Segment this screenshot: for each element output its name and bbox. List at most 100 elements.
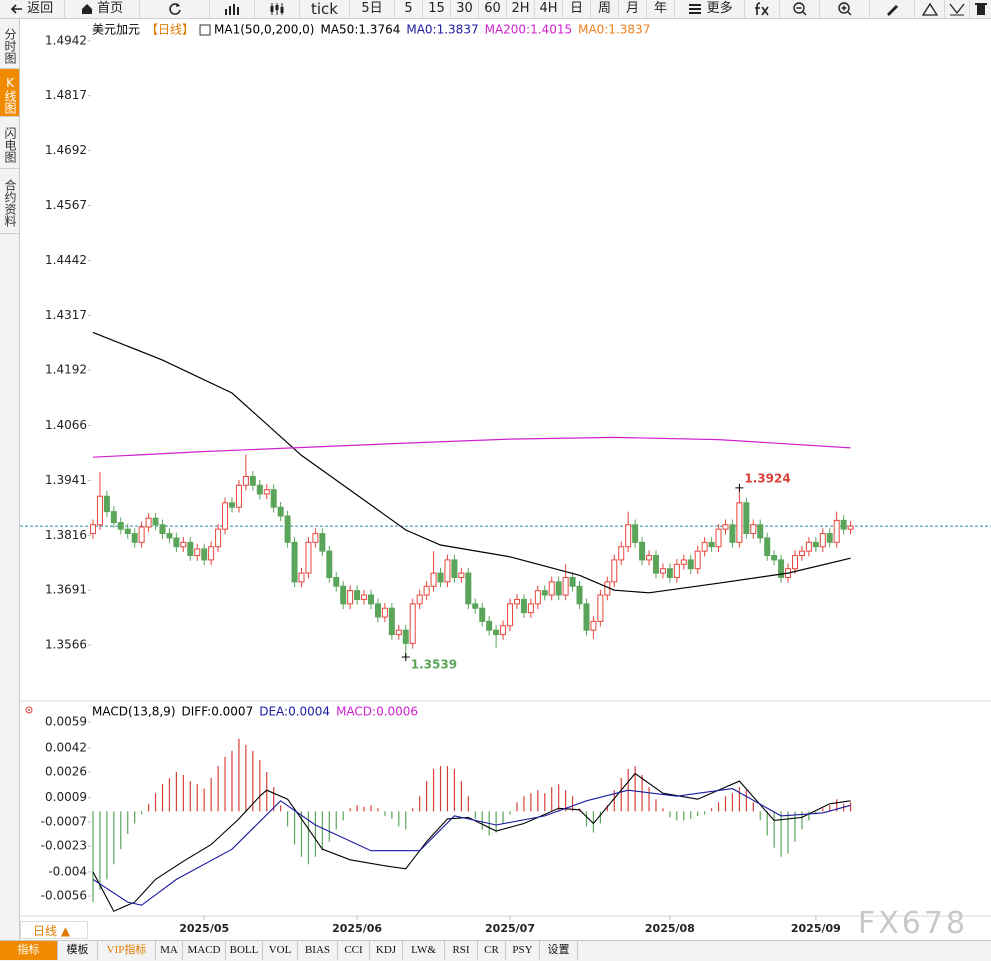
sidebar-tab[interactable]: 合约资料: [0, 169, 19, 234]
candle-body: [736, 502, 743, 543]
period-option[interactable]: 5日: [350, 0, 395, 18]
zoom-in-button[interactable]: [820, 0, 870, 18]
formula-button[interactable]: [745, 0, 780, 18]
period-option[interactable]: 60: [479, 0, 507, 18]
indicator-tab[interactable]: 模板: [58, 941, 98, 960]
candle-body: [527, 603, 534, 614]
candle-body: [666, 568, 673, 578]
candle-body: [333, 576, 340, 587]
header-item: MA1(50,0,200,0): [214, 23, 314, 37]
macd-line: [92, 772, 851, 912]
back-button[interactable]: 返回: [0, 0, 65, 18]
indicator-tab[interactable]: LW&: [403, 941, 445, 960]
trash-icon: [974, 2, 987, 15]
candle-body: [840, 519, 847, 530]
sidebar-tab[interactable]: K线图: [0, 69, 19, 117]
candle-body: [263, 489, 270, 495]
sidebar-tab[interactable]: 分时图: [0, 19, 19, 69]
candle-body: [319, 533, 326, 552]
y-tick-label: 1.4817: [45, 88, 87, 102]
shape-menu-button[interactable]: [945, 0, 970, 18]
indicator-tab[interactable]: RSI: [445, 941, 478, 960]
candle-body: [291, 541, 298, 583]
candle-body: [465, 572, 472, 605]
zoom-out-button[interactable]: [780, 0, 820, 18]
y-tick-label: 1.4692: [45, 143, 87, 157]
period-button[interactable]: 日线 ▲: [20, 921, 88, 939]
indicator-tab[interactable]: KDJ: [370, 941, 403, 960]
period-option[interactable]: 5: [395, 0, 423, 18]
candle-body: [117, 522, 124, 530]
y-tick-label: 1.3941: [45, 473, 87, 487]
candle-body: [507, 603, 514, 627]
indicator-tab[interactable]: VIP指标: [98, 941, 156, 960]
candle-body: [354, 590, 361, 600]
candle-body: [680, 559, 687, 565]
y-tick-label: 1.4192: [45, 363, 87, 377]
candle-body: [409, 603, 416, 644]
indicator-tab[interactable]: BIAS: [298, 941, 338, 960]
refresh-button[interactable]: [140, 0, 210, 18]
indicator-tab[interactable]: MACD: [183, 941, 226, 960]
candle-body: [778, 559, 785, 578]
home-button[interactable]: 首页: [65, 0, 140, 18]
home-icon: [81, 3, 92, 14]
candle-body: [277, 506, 284, 517]
indicator-tab[interactable]: CR: [478, 941, 506, 960]
candle-body: [486, 620, 493, 631]
tick-button[interactable]: tick: [300, 0, 350, 18]
candle-body: [534, 590, 541, 605]
candle-body: [569, 576, 576, 587]
candle-body: [555, 581, 562, 596]
y-tick-label: 1.4567: [45, 198, 87, 212]
period-option[interactable]: 4H: [535, 0, 563, 18]
bar-chart-button[interactable]: [210, 0, 255, 18]
candle-body: [361, 594, 368, 600]
candle-body: [479, 607, 486, 622]
more-button[interactable]: 更多: [677, 0, 745, 18]
period-option[interactable]: 周: [591, 0, 619, 18]
draw-button[interactable]: [870, 0, 915, 18]
settings-icon: [199, 24, 211, 36]
candle-body: [520, 598, 527, 614]
period-option[interactable]: 日: [563, 0, 591, 18]
indicator-tab[interactable]: BOLL: [226, 941, 263, 960]
shape-button[interactable]: [915, 0, 945, 18]
toolbar: 返回 首页 tick 5日 5 15 30 60 2H 4H 日周月年 更多: [0, 0, 991, 19]
candle-button[interactable]: [255, 0, 300, 18]
candle-body: [812, 541, 819, 548]
candle-body: [222, 502, 229, 530]
candle-body: [437, 572, 444, 583]
macd-icon: [25, 706, 33, 714]
period-option[interactable]: 30: [451, 0, 479, 18]
indicator-tab[interactable]: 指标: [0, 941, 58, 960]
candle-body: [430, 572, 437, 587]
zoom-out-icon: [792, 1, 806, 15]
candle-body: [652, 555, 659, 574]
indicator-tab[interactable]: MA: [156, 941, 183, 960]
indicator-tab[interactable]: PSY: [506, 941, 540, 960]
period-option[interactable]: 15: [423, 0, 451, 18]
refresh-icon: [168, 2, 181, 15]
candle-body: [388, 607, 395, 636]
extreme-marker: [735, 483, 744, 492]
x-tick-label: 2025/09: [791, 922, 841, 935]
indicator-tab[interactable]: VOL: [263, 941, 298, 960]
ma-line: [92, 436, 851, 458]
candle-body: [729, 524, 736, 543]
y-tick-label: 1.3691: [45, 583, 87, 597]
period-option[interactable]: 2H: [507, 0, 535, 18]
indicator-tab[interactable]: 设置: [540, 941, 578, 960]
candle-body: [597, 594, 604, 622]
indicator-tab[interactable]: CCI: [338, 941, 370, 960]
candle-body: [625, 524, 632, 548]
header-item: DIFF:0.0007: [182, 705, 254, 719]
period-option[interactable]: 月: [619, 0, 647, 18]
period-option[interactable]: 年: [647, 0, 675, 18]
more-label: 更多: [706, 1, 733, 16]
sidebar-tab[interactable]: 闪电图: [0, 117, 19, 169]
candle-body: [96, 495, 103, 526]
back-label: 返回: [27, 1, 54, 16]
delete-button[interactable]: [970, 0, 991, 18]
y-tick-label: 1.4442: [45, 253, 87, 267]
